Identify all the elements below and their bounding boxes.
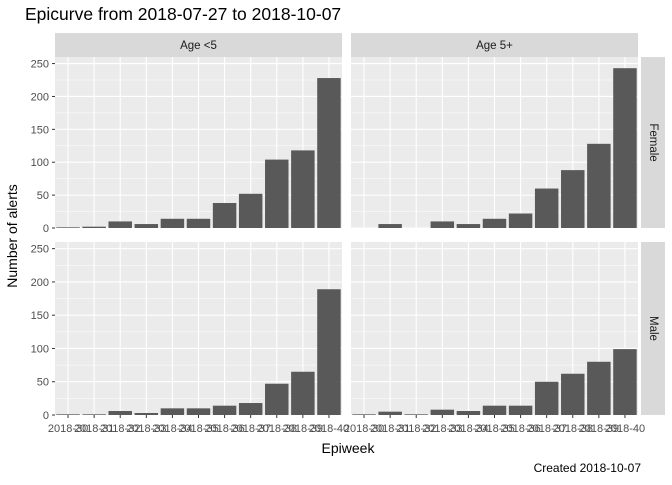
bar (82, 414, 106, 415)
bar (534, 188, 559, 228)
facet-strip-row-label: Male (647, 316, 659, 341)
facet-strip-column-label: Age 5+ (476, 40, 513, 52)
y-tick-label: 200 (31, 91, 49, 103)
bar (317, 289, 341, 415)
y-tick-label: 250 (31, 244, 49, 256)
facet-strip-row (641, 57, 665, 228)
x-tick-label: 2018-30 (344, 423, 384, 435)
x-tick-label: 2018-40 (605, 423, 645, 435)
facet-strip-column-label: Age <5 (180, 40, 217, 52)
bar (561, 170, 585, 228)
bar (587, 361, 611, 415)
facet-strip-column (55, 33, 342, 57)
x-tick-label: 2018-33 (126, 423, 166, 435)
x-tick-label: 2018-33 (422, 423, 462, 435)
x-tick-label: 2018-39 (579, 423, 619, 435)
bar (404, 414, 428, 415)
bar (613, 68, 637, 228)
x-tick-label: 2018-40 (309, 423, 349, 435)
y-tick-label: 0 (43, 410, 49, 422)
bar (108, 221, 132, 228)
bar (317, 78, 341, 229)
bar (212, 405, 237, 415)
x-tick-label: 2018-37 (230, 423, 270, 435)
bar (238, 403, 263, 415)
bar (160, 218, 185, 228)
bar (352, 414, 376, 415)
x-tick-label: 2018-31 (74, 423, 114, 435)
bar (534, 381, 559, 415)
chart-title: Epicurve from 2018-07-27 to 2018-10-07 (25, 4, 341, 24)
bar (508, 213, 533, 228)
bar (508, 405, 533, 415)
y-tick-label: 250 (31, 59, 49, 71)
bar (56, 414, 80, 415)
bar (265, 159, 289, 228)
y-axis-label: Number of alerts (4, 184, 20, 287)
bar (482, 405, 507, 415)
bar (291, 150, 315, 228)
x-axis-label: Epiweek (322, 440, 376, 456)
x-tick-label: 2018-35 (474, 423, 514, 435)
bar (613, 349, 637, 415)
bar (238, 193, 263, 228)
y-tick-label: 100 (31, 343, 49, 355)
y-tick-label: 200 (31, 277, 49, 289)
caption: Created 2018-10-07 (534, 461, 642, 475)
facet-strip-row (641, 242, 665, 415)
y-tick-label: 50 (37, 377, 49, 389)
bar (291, 371, 315, 415)
bar (456, 411, 481, 415)
y-tick-label: 150 (31, 310, 49, 322)
y-tick-label: 50 (37, 190, 49, 202)
x-tick-label: 2018-39 (283, 423, 323, 435)
x-tick-label: 2018-35 (178, 423, 218, 435)
facet-strip-column (351, 33, 638, 57)
bar (186, 408, 211, 415)
x-tick-label: 2018-36 (204, 423, 244, 435)
bar (186, 218, 211, 228)
x-tick-label: 2018-31 (370, 423, 410, 435)
bar (212, 203, 237, 228)
bar (134, 224, 159, 228)
y-tick-label: 100 (31, 157, 49, 169)
panels-layer: Age <5 Age 5+ Female Male 0 50 100 150 200 250 0 50… (31, 33, 665, 435)
facet-strip-row-label: Female (647, 123, 659, 161)
bar (482, 218, 507, 228)
bar (378, 411, 402, 415)
x-tick-label: 2018-38 (257, 423, 297, 435)
bar (378, 224, 402, 228)
x-tick-label: 2018-32 (100, 423, 140, 435)
bar (160, 408, 185, 415)
bar (56, 227, 80, 228)
bar (134, 413, 159, 415)
bar (430, 221, 455, 228)
bar (430, 409, 455, 415)
bar (456, 224, 481, 228)
x-tick-label: 2018-34 (152, 423, 192, 435)
x-tick-label: 2018-36 (500, 423, 540, 435)
bar (561, 373, 585, 415)
x-tick-label: 2018-38 (553, 423, 593, 435)
bar (82, 226, 106, 228)
x-tick-label: 2018-34 (448, 423, 488, 435)
x-tick-label: 2018-37 (526, 423, 566, 435)
y-tick-label: 0 (43, 223, 49, 235)
bar (587, 143, 611, 228)
y-tick-label: 150 (31, 124, 49, 136)
bar (265, 383, 289, 415)
bar (108, 411, 132, 415)
x-tick-label: 2018-30 (48, 423, 88, 435)
x-tick-label: 2018-32 (396, 423, 436, 435)
